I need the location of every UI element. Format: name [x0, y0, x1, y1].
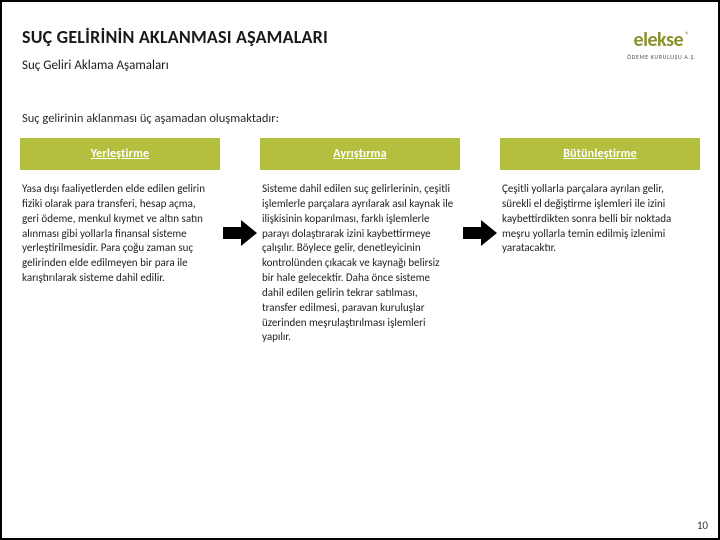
arrow-2 — [460, 138, 500, 246]
logo-sub: ÖDEME KURULUŞU A.Ş. — [627, 53, 696, 61]
arrow-right-icon — [223, 220, 257, 246]
arrow-1 — [220, 138, 260, 246]
stage-integration: Bütünleştirme Çeşitli yollarla parçalara… — [500, 138, 700, 262]
stage-placement: Yerleştirme Yasa dışı faaliyetlerden eld… — [20, 138, 220, 292]
stages-row: Yerleştirme Yasa dışı faaliyetlerden eld… — [2, 138, 718, 351]
logo-main: elekse — [634, 28, 684, 52]
stage-placement-header: Yerleştirme — [20, 138, 220, 170]
stage-placement-body: Yasa dışı faaliyetlerden elde edilen gel… — [20, 170, 220, 292]
stage-layering-body: Sisteme dahil edilen suç gelirlerinin, ç… — [260, 170, 460, 351]
page-number: 10 — [697, 519, 708, 532]
stage-layering-header: Ayrıştırma — [260, 138, 460, 170]
stage-integration-header: Bütünleştirme — [500, 138, 700, 170]
logo-registered: ® — [685, 30, 690, 41]
subtitle: Suç Geliri Aklama Aşamaları — [22, 58, 698, 73]
stage-layering: Ayrıştırma Sisteme dahil edilen suç geli… — [260, 138, 460, 351]
intro-text: Suç gelirinin aklanması üç aşamadan oluş… — [2, 81, 718, 138]
stage-integration-body: Çeşitli yollarla parçalara ayrılan gelir… — [500, 170, 700, 262]
logo: elekse® ÖDEME KURULUŞU A.Ş. — [627, 30, 696, 61]
page-title: SUÇ GELİRİNİN AKLANMASI AŞAMALARI — [22, 26, 698, 48]
arrow-right-icon — [463, 220, 497, 246]
